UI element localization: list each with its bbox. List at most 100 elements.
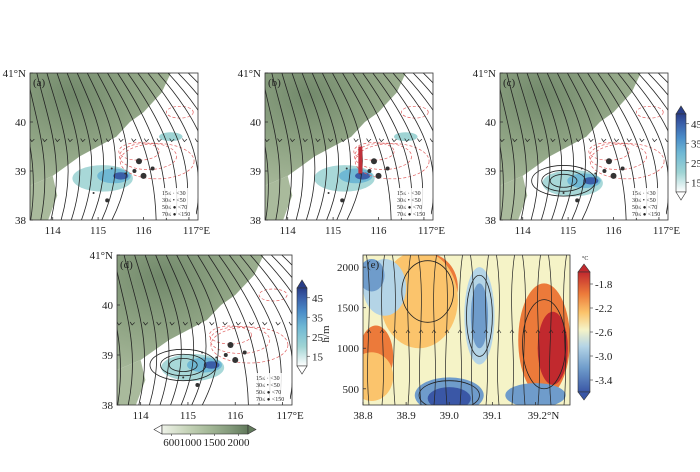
streamline-arrow — [42, 138, 48, 143]
streamline-arrow — [249, 321, 255, 326]
y-tick-label: 40 — [15, 117, 27, 129]
streamline-arrow — [496, 329, 502, 334]
rain-dot — [110, 167, 113, 170]
streamline-arrow — [457, 329, 463, 334]
streamline — [291, 73, 316, 220]
colorbar-tick-label: 35 — [312, 312, 324, 324]
temperature-cell — [470, 283, 489, 349]
streamline-arrow — [143, 138, 149, 143]
colorbar-body — [296, 287, 308, 367]
streamline-arrow — [221, 139, 226, 142]
streamline-arrow — [601, 138, 607, 143]
dashed-contour — [209, 326, 271, 354]
streamline-arrow — [275, 321, 281, 326]
panel-label: (c) — [503, 77, 516, 89]
colorbar-top-arrow — [296, 279, 308, 289]
streamline-arrow — [328, 138, 334, 143]
y-tick-label: 41°N — [3, 68, 26, 80]
streamline-arrow — [194, 138, 198, 143]
legend-entry: 70≤ ● <150 — [162, 212, 190, 218]
temperature-contour — [418, 380, 480, 405]
streamline-arrow — [417, 138, 423, 143]
streamline-arrow — [265, 138, 270, 143]
streamline-arrow — [664, 138, 668, 143]
streamline — [281, 73, 304, 220]
streamline — [311, 73, 339, 220]
rain-dot — [124, 172, 127, 175]
streamline-arrow — [418, 329, 424, 334]
y-tick-label: 38 — [485, 215, 497, 227]
streamline-arrow — [456, 139, 461, 142]
x-tick-label: 115 — [560, 225, 577, 237]
y-tick-label: 1000 — [337, 343, 360, 355]
streamline — [260, 255, 292, 294]
temperature-colorbar: °C -1.8 -2.2 -2.6 -3.0 -3.4 — [577, 255, 613, 401]
streamline — [265, 87, 281, 220]
rain-dot — [340, 198, 345, 203]
streamline-arrow — [246, 139, 251, 142]
x-tick-label: 116 — [135, 225, 152, 237]
colorbar-tick-label: 15 — [691, 177, 700, 189]
rain-dot — [92, 192, 95, 195]
streamline-arrow — [353, 138, 359, 143]
precip-ne — [158, 132, 183, 142]
precip-max — [583, 177, 599, 185]
rain-dot — [327, 192, 330, 195]
temperature-cell — [363, 352, 394, 401]
x-tick-label: 117°E — [277, 410, 304, 422]
x-tick-label: 117°E — [418, 225, 445, 237]
rain-dot — [132, 169, 137, 173]
dashed-contour — [589, 143, 665, 180]
streamline — [516, 73, 539, 220]
rain-dot — [227, 342, 234, 348]
x-tick-label: 117°E — [653, 225, 680, 237]
legend-background — [160, 188, 196, 218]
y-axis-label: h/m — [320, 325, 332, 343]
colorbar-body — [577, 271, 591, 393]
streamline — [526, 73, 551, 220]
streamline — [155, 255, 182, 405]
rain-dot — [140, 172, 147, 179]
x-tick-label: 116 — [605, 225, 622, 237]
x-tick-label: 38.8 — [353, 410, 373, 422]
streamline — [56, 73, 81, 220]
dashed-contour — [354, 143, 430, 180]
rain-dot — [105, 198, 110, 203]
legend-entry: 50≤ ● <70 — [397, 205, 422, 211]
panel-frame — [499, 72, 669, 221]
legend-entry: 70≤ ● <150 — [397, 212, 425, 218]
streamline-arrow — [329, 322, 334, 325]
precip-colorbar-bottom: 45 35 25 15 — [296, 279, 324, 375]
y-tick-label: 41°N — [238, 68, 261, 80]
rain-dot — [150, 166, 155, 171]
precip-colorbar-top: 45 35 25 15 — [675, 105, 700, 201]
streamline-arrow — [235, 321, 241, 326]
rain-dot — [594, 172, 597, 175]
legend-entry: 70≤ ● <150 — [632, 212, 660, 218]
streamline — [321, 73, 351, 220]
temperature-contour — [401, 260, 454, 323]
y-tick-label: 39 — [102, 350, 114, 362]
colorbar-body — [675, 113, 687, 193]
rain-dot — [195, 383, 200, 387]
streamline — [270, 255, 292, 279]
rain-dot — [215, 356, 218, 359]
streamline-arrow — [613, 138, 619, 143]
streamline-arrow — [561, 329, 567, 334]
streamline — [117, 269, 133, 405]
panel-label: (a) — [33, 77, 46, 89]
streamline — [577, 73, 627, 220]
streamline-arrow — [512, 138, 518, 143]
panel-frame — [362, 254, 571, 406]
y-tick-label: 41°N — [90, 250, 113, 262]
streamline-arrow — [80, 138, 86, 143]
streamline — [76, 73, 104, 220]
precip-ne — [393, 132, 418, 142]
legend-entry: 50≤ ● <70 — [162, 205, 187, 211]
dashed-contour — [210, 326, 289, 364]
dashed-contour — [353, 142, 395, 161]
streamline-arrow — [548, 329, 554, 334]
x-tick-label: 39.2°N — [528, 410, 560, 422]
